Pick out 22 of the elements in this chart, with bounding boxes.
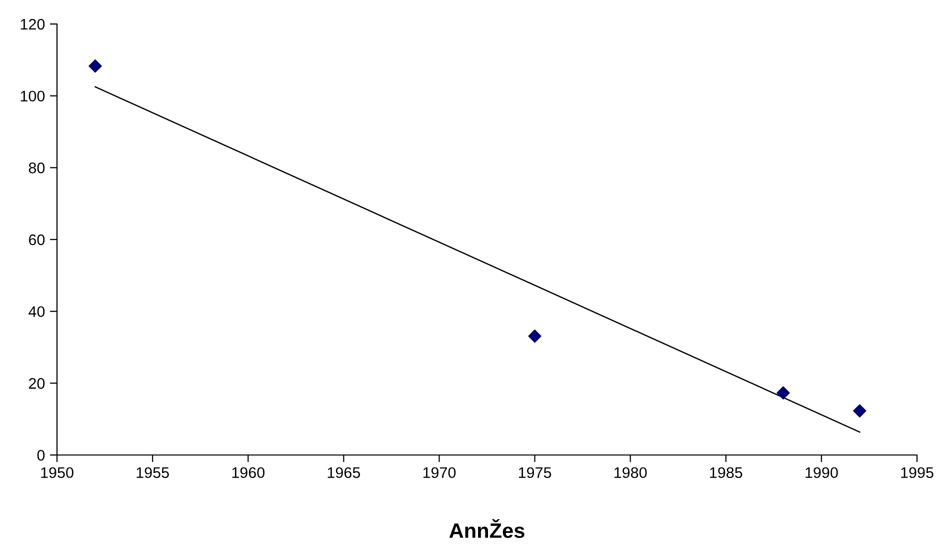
x-tick-label: 1965 [328, 467, 360, 478]
x-tick-label: 1990 [806, 467, 838, 478]
point [88, 59, 102, 73]
y-tick-label: 60 [28, 234, 45, 246]
x-tick-label: 1955 [136, 467, 169, 478]
y-tick-label: 20 [28, 378, 45, 389]
x-tick-label: 1995 [901, 467, 934, 478]
y-tick-label: 40 [28, 306, 45, 318]
x-tick-label: 1975 [518, 467, 552, 478]
y-tick-label: 120 [20, 18, 45, 30]
point [528, 329, 542, 343]
y-tick-label: 0 [37, 450, 45, 461]
y-tick-label: 100 [20, 90, 45, 102]
y-tick-label: 80 [28, 162, 45, 174]
x-tick-label: 1985 [710, 467, 742, 478]
point [853, 404, 866, 418]
x-tick-label: 1960 [232, 467, 265, 478]
x-tick-label: 1950 [41, 467, 74, 478]
point [776, 386, 790, 400]
x-axis-title: AnnŽes [449, 519, 524, 538]
x-tick-label: 1980 [614, 467, 647, 478]
x-tick-label: 1970 [423, 467, 456, 478]
